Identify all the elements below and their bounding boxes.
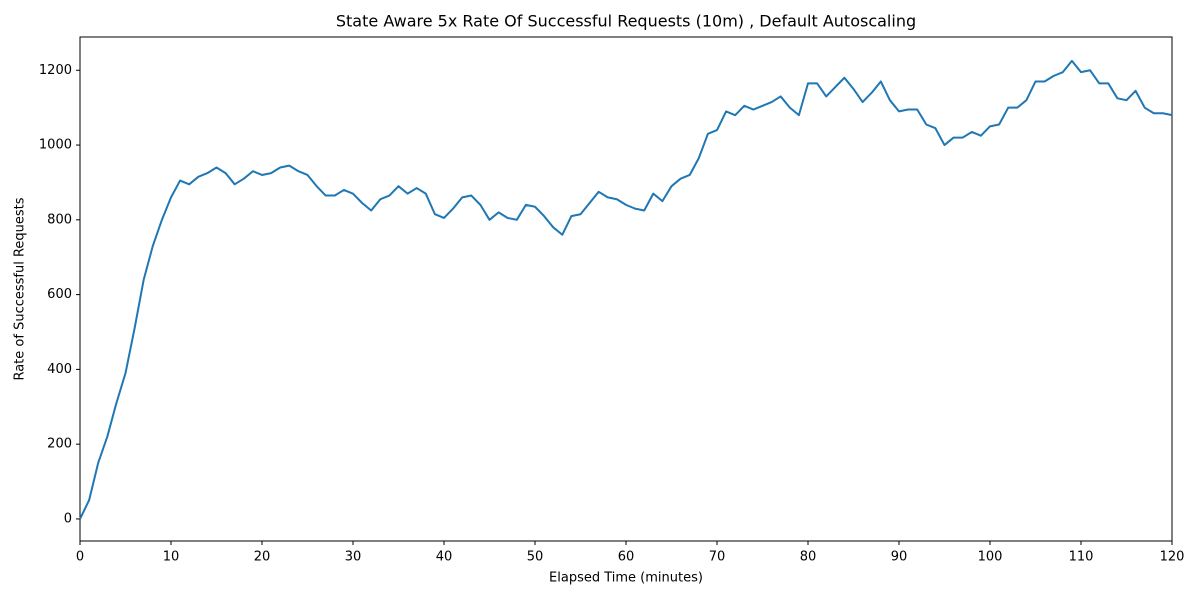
- y-tick-label: 1200: [39, 63, 72, 78]
- x-axis-label: Elapsed Time (minutes): [549, 571, 703, 586]
- x-tick-label: 120: [1160, 550, 1185, 565]
- y-tick-label: 800: [47, 212, 72, 227]
- y-tick-label: 200: [47, 437, 72, 452]
- data-line: [79, 59, 1173, 520]
- x-tick-label: 60: [618, 550, 635, 565]
- y-tick-label: 400: [47, 362, 72, 377]
- x-tick-label: 70: [709, 550, 726, 565]
- y-tick-label: 600: [47, 287, 72, 302]
- x-tick-label: 0: [76, 550, 84, 565]
- y-axis-label: Rate of Successful Requests: [13, 197, 28, 380]
- x-tick-label: 40: [436, 550, 453, 565]
- x-tick-label: 10: [163, 550, 180, 565]
- y-tick-label: 0: [64, 511, 72, 526]
- x-tick-label: 100: [978, 550, 1003, 565]
- x-tick-label: 30: [345, 550, 362, 565]
- x-tick-label: 50: [527, 550, 544, 565]
- x-tick-label: 110: [1069, 550, 1094, 565]
- x-tick-label: 20: [254, 550, 271, 565]
- chart-title: State Aware 5x Rate Of Successful Reques…: [336, 12, 916, 31]
- x-tick-label: 80: [800, 550, 817, 565]
- x-tick-label: 90: [891, 550, 908, 565]
- y-tick-label: 1000: [39, 138, 72, 153]
- plot-frame: [79, 36, 1173, 542]
